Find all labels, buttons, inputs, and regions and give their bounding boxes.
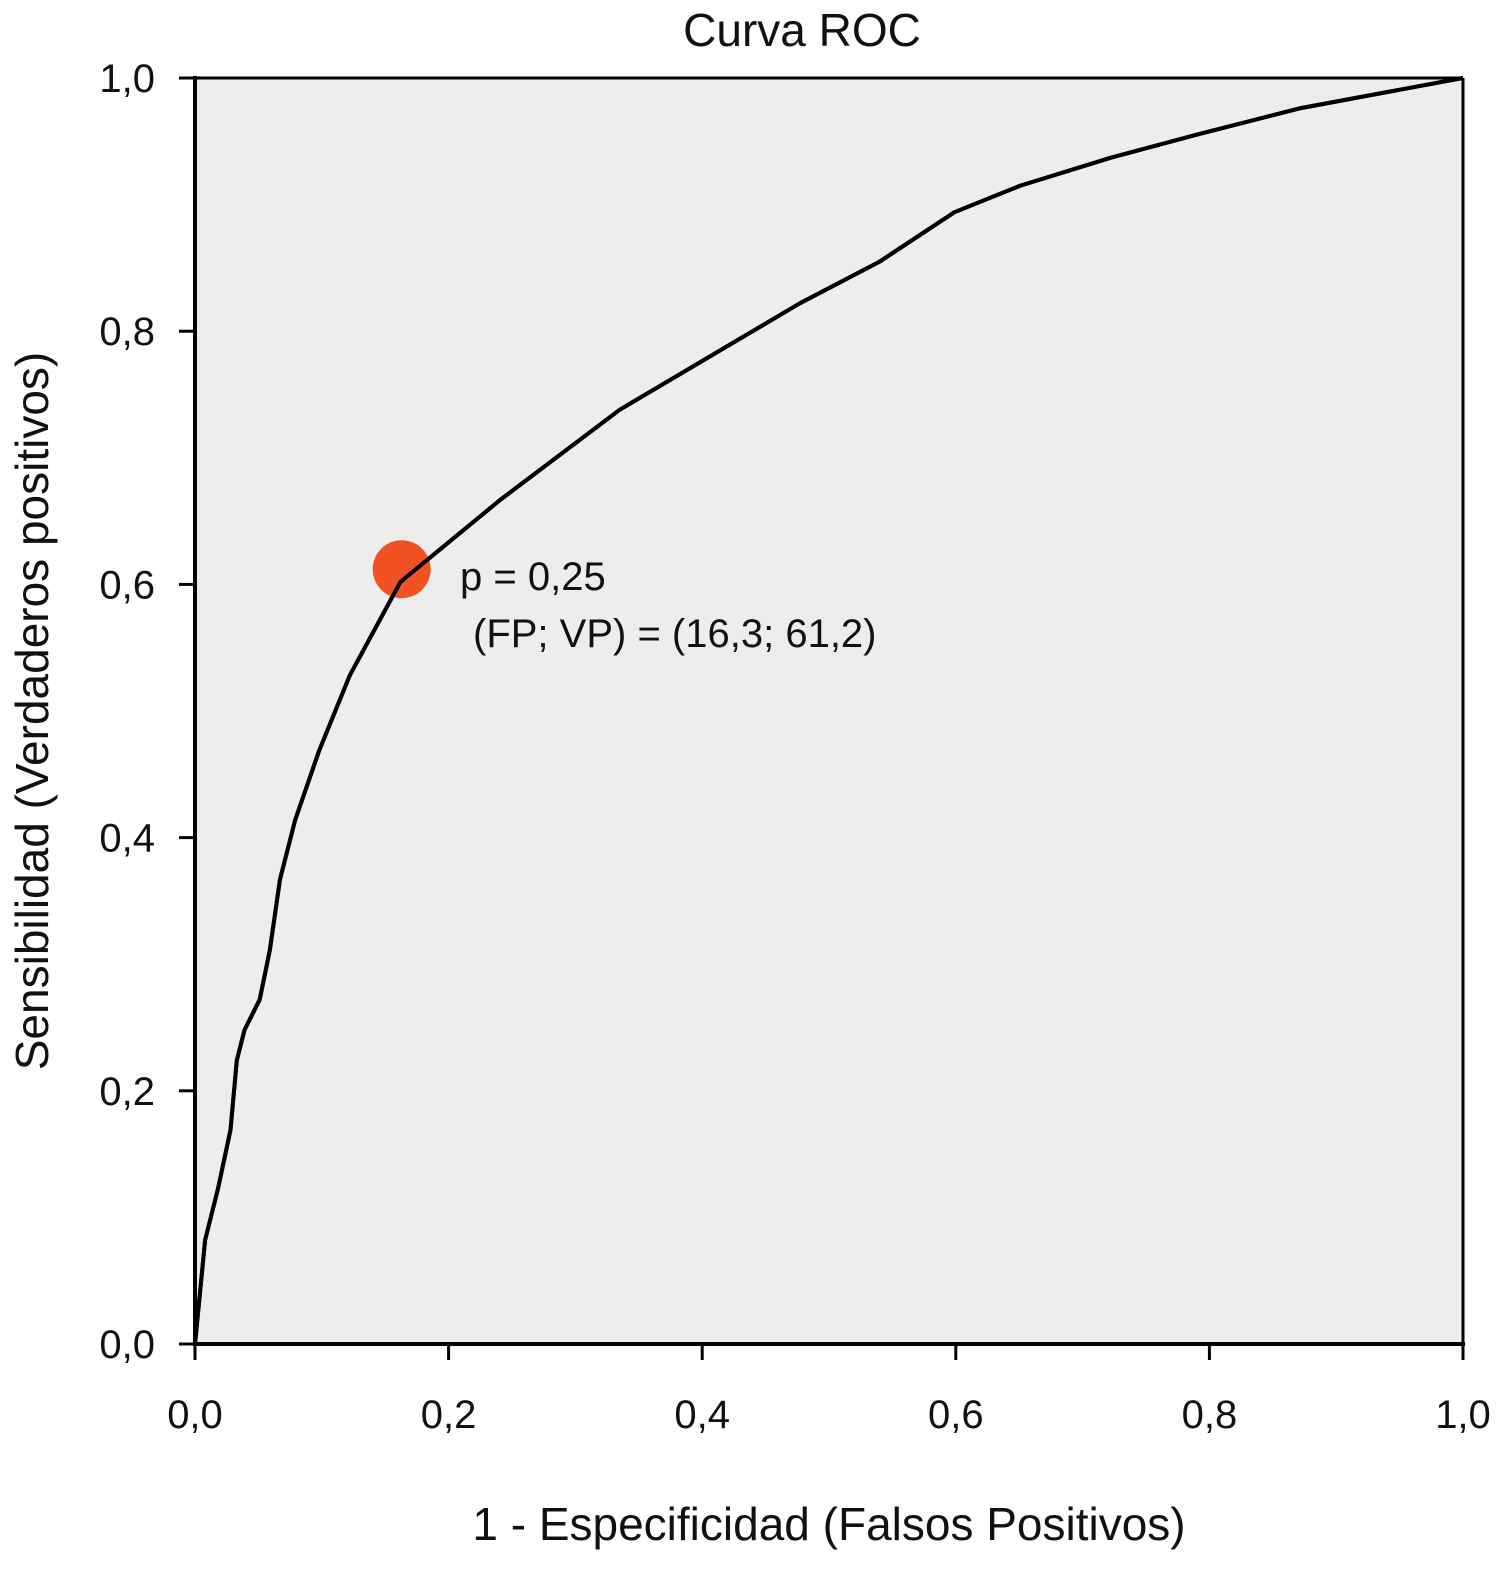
y-tick-label: 0,0 xyxy=(99,1323,155,1367)
y-axis-title: Sensibilidad (Verdaderos positivos) xyxy=(6,352,58,1071)
x-axis-title: 1 - Especificidad (Falsos Positivos) xyxy=(472,1498,1185,1550)
plot-area xyxy=(195,78,1463,1344)
y-tick-label: 0,8 xyxy=(99,310,155,354)
x-tick-label: 1,0 xyxy=(1435,1393,1491,1437)
x-tick-label: 0,2 xyxy=(421,1393,477,1437)
annotation-p: p = 0,25 xyxy=(460,555,606,599)
x-tick-label: 0,6 xyxy=(928,1393,984,1437)
y-tick-label: 0,2 xyxy=(99,1070,155,1114)
highlight-point xyxy=(372,540,431,599)
x-tick-label: 0,4 xyxy=(674,1393,730,1437)
chart-title: Curva ROC xyxy=(683,4,921,56)
y-tick-label: 0,6 xyxy=(99,563,155,607)
y-tick-label: 1,0 xyxy=(99,57,155,101)
x-tick-label: 0,0 xyxy=(167,1393,223,1437)
annotation-fp-vp: (FP; VP) = (16,3; 61,2) xyxy=(473,612,877,656)
y-tick-label: 0,4 xyxy=(99,817,155,861)
x-tick-label: 0,8 xyxy=(1182,1393,1238,1437)
roc-curve-overlay xyxy=(193,76,1464,1345)
